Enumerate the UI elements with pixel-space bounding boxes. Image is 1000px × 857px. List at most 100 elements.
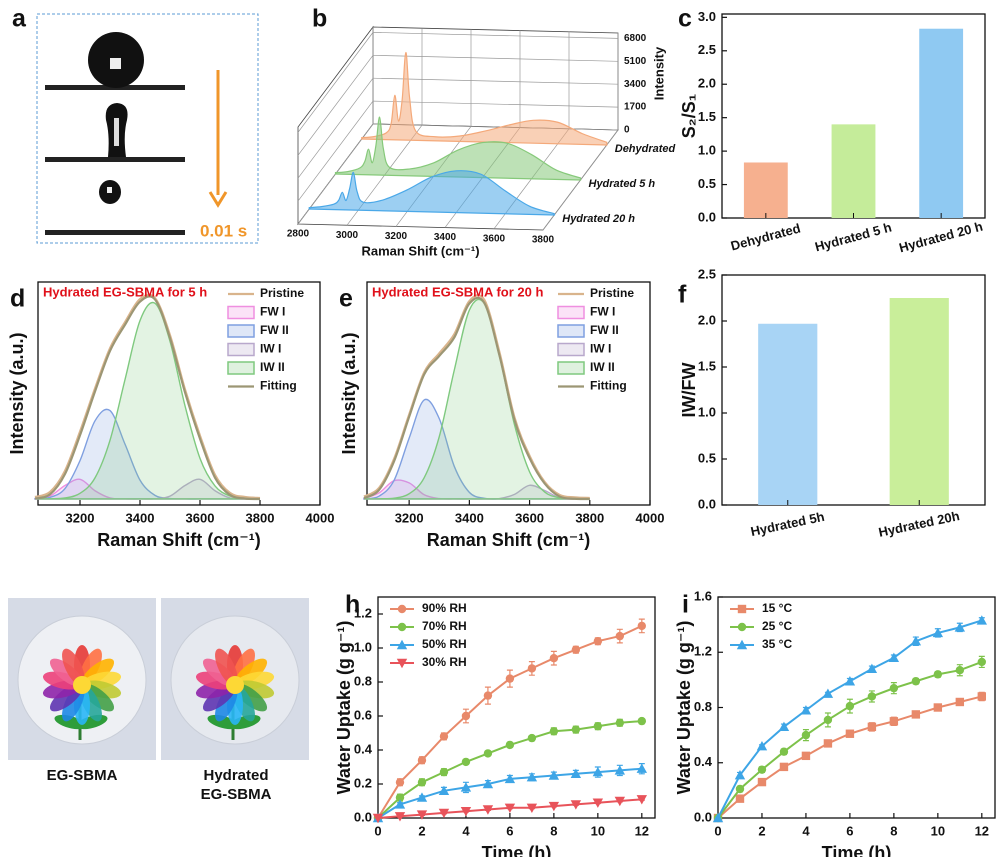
x-tick-label: 3200 <box>385 231 408 242</box>
x-tick-label: 4 <box>802 823 810 838</box>
marker <box>615 631 625 641</box>
y-tick-label: 1.6 <box>694 588 712 603</box>
legend-swatch <box>227 324 255 338</box>
marker <box>505 674 515 683</box>
legend-label: FW II <box>590 323 619 337</box>
y-tick-label: 1.5 <box>698 358 716 373</box>
marker <box>416 792 428 802</box>
marker <box>593 637 603 646</box>
marker <box>845 701 855 711</box>
marker <box>570 768 582 778</box>
marker <box>867 722 877 732</box>
marker <box>439 767 449 777</box>
panel-title: Hydrated EG-SBMA for 5 h <box>43 284 207 299</box>
x-tick-label: 3600 <box>515 510 544 525</box>
x-tick-label: 10 <box>931 823 945 838</box>
legend-label: FW II <box>260 323 289 337</box>
spectrum-line <box>34 293 261 500</box>
marker <box>778 721 790 732</box>
marker <box>570 800 582 810</box>
marker <box>712 812 724 823</box>
bar <box>831 124 876 218</box>
legend-swatch <box>227 342 255 357</box>
y-tick-label: 0.4 <box>694 754 713 769</box>
marker <box>394 799 406 809</box>
x-tick-label: 6 <box>846 823 853 838</box>
legend-swatch <box>557 305 585 320</box>
time-caption: 0.01 s <box>200 221 247 240</box>
marker <box>571 725 581 734</box>
marker <box>460 782 472 792</box>
droplet-highlight <box>107 187 112 193</box>
marker <box>571 645 581 654</box>
marker <box>756 740 768 751</box>
marker <box>548 770 560 780</box>
z-tick-label: 1700 <box>624 102 647 113</box>
legend-label: 35 °C <box>762 637 792 651</box>
x-tick-label: 4000 <box>306 510 335 525</box>
marker <box>592 766 604 777</box>
x-tick-label: 2 <box>758 823 765 838</box>
y-tick-label: 1.2 <box>694 644 712 659</box>
marker <box>844 676 856 686</box>
marker <box>801 730 811 740</box>
marker <box>779 762 789 772</box>
legend-swatch <box>227 361 255 375</box>
y-tick-label: 0.0 <box>698 209 716 224</box>
fitted-peak <box>34 301 261 500</box>
spectrum <box>334 116 582 181</box>
marker <box>461 711 471 721</box>
marker <box>482 805 494 815</box>
marker <box>911 710 921 719</box>
legend-marker <box>736 639 748 650</box>
grid-line <box>297 100 374 202</box>
bar <box>889 298 949 505</box>
marker <box>822 688 834 698</box>
panel-letter: c <box>678 5 692 33</box>
x-tick-label: 12 <box>975 823 989 838</box>
y-tick-label: 1.5 <box>698 109 716 124</box>
marker <box>394 812 406 822</box>
legend-label: Fitting <box>590 379 627 393</box>
y-tick-label: 0.5 <box>698 450 716 465</box>
legend-label: 50% RH <box>422 637 467 651</box>
legend-marker <box>737 604 747 614</box>
marker <box>757 765 767 774</box>
x-tick-label: 3800 <box>532 235 555 246</box>
marker <box>911 677 921 686</box>
y-tick-label: 0.0 <box>694 809 712 824</box>
marker <box>888 652 900 662</box>
legend-swatch <box>557 361 585 375</box>
marker <box>845 729 855 738</box>
axes-frame <box>366 281 651 506</box>
marker <box>505 740 515 750</box>
y-tick-label: 0.0 <box>354 809 372 824</box>
grid-line <box>372 54 619 62</box>
flower-center <box>73 676 91 694</box>
y-tick-label: 2.0 <box>698 76 716 91</box>
bar <box>919 28 964 219</box>
x-tick-label: 3600 <box>483 233 506 244</box>
z-tick-label: 6800 <box>624 33 647 44</box>
substrate <box>45 157 185 162</box>
y-tick-label: 2.5 <box>698 266 716 281</box>
y-axis-label: S₂/S₁ <box>679 94 699 138</box>
marker <box>977 657 987 667</box>
marker <box>416 810 428 820</box>
x-tick-label: 3600 <box>186 510 215 525</box>
legend-swatch <box>227 305 255 320</box>
z-tick-label: 3400 <box>624 79 647 90</box>
marker <box>549 727 559 736</box>
z-axis-label: Intensity <box>651 46 666 100</box>
marker <box>933 703 943 712</box>
legend-swatch <box>557 342 585 357</box>
arrow-head <box>208 191 228 208</box>
legend-label: 70% RH <box>422 619 467 633</box>
marker <box>614 796 626 807</box>
marker <box>460 807 472 817</box>
marker <box>977 692 987 701</box>
marker <box>889 683 899 693</box>
spectrum-line <box>34 295 261 501</box>
marker <box>614 765 626 775</box>
